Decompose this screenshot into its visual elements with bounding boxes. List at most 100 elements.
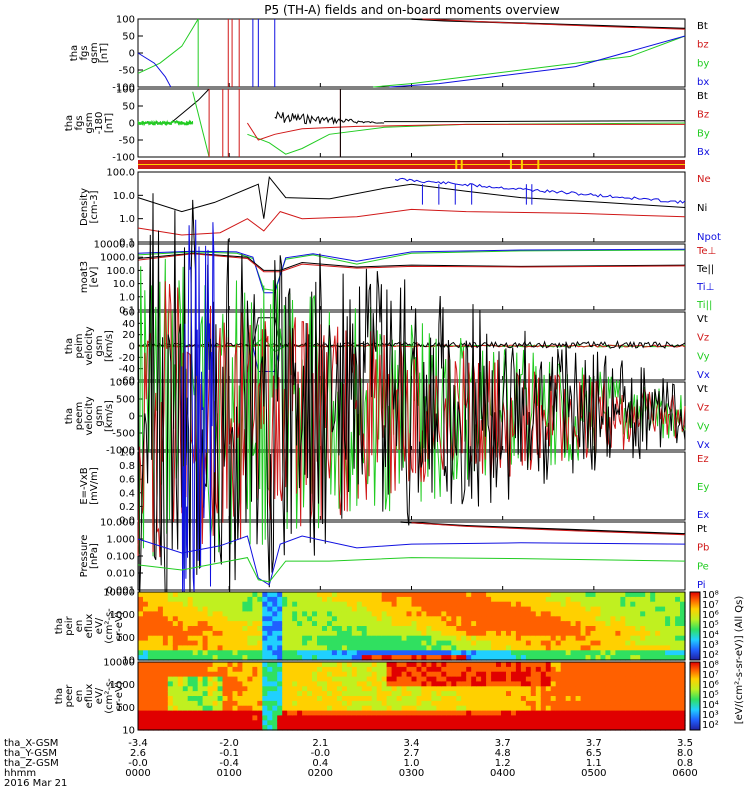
spectrogram-cell	[227, 666, 234, 673]
spectrogram-cell	[376, 630, 383, 637]
spectrogram-cell	[471, 676, 477, 683]
spectrogram-cell	[560, 626, 567, 632]
spectrogram-cell	[431, 691, 437, 697]
spectrogram-cell	[680, 630, 686, 637]
spectrogram-cell	[486, 700, 492, 707]
spectrogram-cell	[361, 650, 368, 656]
spectrogram-cell	[371, 715, 378, 721]
spectrogram-cell	[396, 720, 403, 726]
spectrogram-cell	[630, 592, 636, 598]
spectrogram-cell	[366, 616, 373, 622]
spectrogram-cell	[327, 606, 333, 613]
legend-ve: Vt	[697, 384, 708, 395]
spectrogram-cell	[675, 592, 681, 598]
spectrogram-cell	[162, 616, 169, 622]
spectrogram-cell	[336, 611, 343, 617]
spectrogram-cell	[585, 596, 592, 603]
spectrogram-cell	[501, 635, 507, 642]
spectrogram-cell	[366, 725, 373, 731]
spectrogram-cell	[346, 700, 353, 707]
spectrogram-cell	[242, 596, 248, 603]
spectrogram-cell	[660, 691, 666, 697]
spectrogram-cell	[312, 705, 318, 712]
spectrogram-cell	[167, 705, 174, 712]
spectrogram-cell	[456, 676, 462, 683]
spectrogram-cell	[297, 640, 303, 647]
spectrogram-cell	[630, 655, 636, 661]
spectrogram-cell	[421, 616, 427, 622]
spectrogram-cell	[580, 715, 587, 721]
spectrogram-cell	[346, 720, 353, 726]
spectrogram-cell	[282, 606, 288, 613]
spectrogram-cell	[520, 630, 527, 637]
spectrogram-cell	[471, 705, 477, 712]
xrow-value: 0200	[308, 768, 333, 779]
spectrogram-cell	[167, 725, 174, 731]
panel-ylabel-fgs: gsm	[89, 42, 100, 63]
spectrogram-cell	[456, 640, 462, 647]
spectrogram-cell	[192, 676, 199, 683]
spectrogram-cell	[232, 666, 239, 673]
xrow-label: tha_Z-GSM	[4, 758, 59, 769]
spectrogram-cell	[147, 696, 154, 702]
spectrogram-cell	[327, 700, 333, 707]
spectrogram-cell	[466, 710, 472, 717]
spectrogram-cell	[317, 720, 323, 726]
spectrogram-cell	[496, 635, 502, 642]
spectrogram-cell	[267, 671, 273, 678]
spectrogram-cell	[331, 705, 338, 712]
spectrogram-cell	[143, 626, 149, 632]
spectrogram-cell	[401, 606, 408, 613]
spectrogram-cell	[192, 616, 199, 622]
spectrogram-cell	[655, 621, 661, 627]
spectrogram-cell	[575, 681, 582, 687]
spectrogram-cell	[182, 700, 189, 707]
spectrogram-cell	[212, 715, 219, 721]
spectrogram-cell	[336, 596, 343, 603]
spectrogram-cell	[192, 662, 199, 668]
spectrogram-cell	[600, 606, 607, 613]
spectrogram-cell	[297, 601, 303, 608]
spectrogram-cell	[292, 606, 298, 613]
spectrogram-cell	[535, 596, 542, 603]
spectrogram-cell	[331, 606, 338, 613]
spectrogram-cell	[585, 681, 592, 687]
spectrogram-cell	[481, 715, 487, 721]
spectrogram-cell	[297, 650, 303, 656]
spectrogram-cell	[520, 616, 527, 622]
spectrogram-cell	[187, 686, 194, 692]
spectrogram-cell	[575, 705, 582, 712]
spectrogram-cell	[312, 666, 318, 673]
spectrogram-cell	[242, 662, 248, 668]
spectrogram-cell	[386, 621, 393, 627]
spectrogram-cell	[431, 715, 437, 721]
spectrogram-cell	[391, 596, 398, 603]
spectrogram-cell	[416, 666, 423, 673]
spectrogram-cell	[585, 640, 592, 647]
spectrogram-cell	[262, 725, 268, 731]
spectrogram-cell	[312, 645, 318, 651]
spectrogram-cell	[177, 666, 184, 673]
spectrogram-cell	[461, 671, 467, 678]
spectrogram-cell	[197, 592, 204, 598]
spectrogram-cell	[152, 700, 159, 707]
spectrogram-cell	[237, 645, 244, 651]
spectrogram-cell	[381, 616, 388, 622]
spectrogram-cell	[366, 606, 373, 613]
spectrogram-cell	[197, 686, 204, 692]
spectrogram-cell	[381, 645, 388, 651]
spectrogram-cell	[202, 710, 209, 717]
panel-ylabel-fgs: tha	[69, 45, 80, 61]
spectrogram-cell	[386, 725, 393, 731]
spectrogram-cell	[481, 720, 487, 726]
spectrogram-cell	[675, 655, 681, 661]
spectrogram-cell	[615, 691, 621, 697]
spectrogram-cell	[177, 725, 184, 731]
spectrogram-cell	[227, 621, 234, 627]
spectrogram-cell	[491, 676, 497, 683]
spectrogram-cell	[416, 621, 423, 627]
spectrogram-cell	[138, 630, 144, 637]
spectrogram-cell	[670, 720, 676, 726]
spectrogram-cell	[172, 715, 179, 721]
spectrogram-cell	[317, 681, 323, 687]
